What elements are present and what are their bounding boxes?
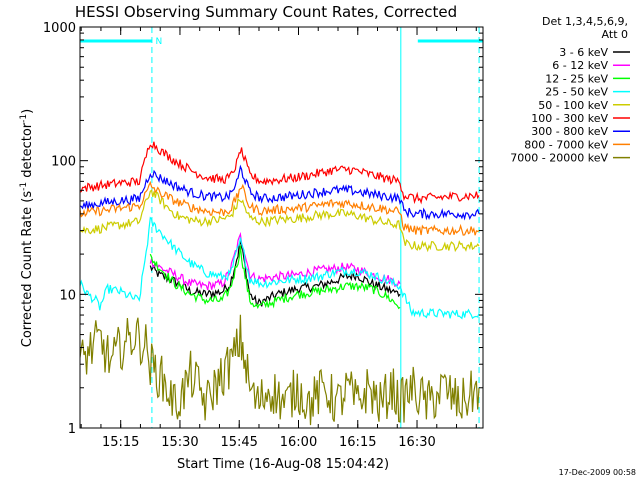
legend-label-5: 100 - 300 keV <box>531 112 608 125</box>
x-tick-label-5: 16:30 <box>398 435 435 450</box>
series-line-8 <box>80 314 480 426</box>
y-tick-label-1: 10 <box>59 288 76 303</box>
legend-label-4: 50 - 100 keV <box>538 99 608 112</box>
chart-title: HESSI Observing Summary Count Rates, Cor… <box>75 3 457 21</box>
x-tick-label-1: 15:30 <box>161 435 198 450</box>
series-layer <box>80 141 480 426</box>
legend-label-8: 7000 - 20000 keV <box>510 152 608 165</box>
y-axis-label-end: ) <box>20 109 35 114</box>
series-line-3 <box>80 216 480 320</box>
saa-label: N <box>155 37 162 47</box>
x-axis: 15:15 15:30 15:45 16:00 16:15 16:30 <box>80 27 477 450</box>
y-axis-label-mid: detector <box>20 122 35 182</box>
x-axis-label: Start Time (16-Aug-08 15:04:42) <box>177 457 389 472</box>
legend-label-2: 12 - 25 keV <box>545 72 608 85</box>
x-tick-label-3: 16:00 <box>280 435 317 450</box>
series-line-2 <box>149 245 401 310</box>
y-tick-label-0: 1 <box>68 422 76 437</box>
y-axis-label-sup1: -1 <box>19 182 29 191</box>
y-axis-label: Corrected Count Rate (s-1 detector-1) <box>19 109 35 347</box>
series-line-0 <box>149 239 401 307</box>
legend-label-0: 3 - 6 keV <box>559 46 608 59</box>
series-line-7 <box>80 180 480 236</box>
series-line-6 <box>80 164 480 221</box>
series-line-1 <box>149 231 401 291</box>
legend-header-line1: Det 1,3,4,5,6,9, <box>542 15 628 28</box>
series-line-5 <box>80 141 480 205</box>
legend-label-6: 300 - 800 keV <box>531 125 608 138</box>
y-axis-label-main: Corrected Count Rate (s <box>20 191 35 348</box>
plot-frame <box>79 26 484 429</box>
legend-label-1: 6 - 12 keV <box>552 59 608 72</box>
footer-date: 17-Dec-2009 00:58 <box>559 468 636 477</box>
legend-label-3: 25 - 50 keV <box>545 86 608 99</box>
x-tick-label-2: 15:45 <box>220 435 257 450</box>
x-tick-label-0: 15:15 <box>102 435 139 450</box>
y-axis-label-sup2: -1 <box>19 114 29 123</box>
night-marker-layer: N <box>80 27 483 428</box>
x-tick-label-4: 16:15 <box>339 435 376 450</box>
legend-header-line2: Att 0 <box>602 28 628 41</box>
y-tick-label-3: 1000 <box>43 21 76 36</box>
y-axis: 1 10 100 1000 <box>43 21 483 437</box>
series-line-4 <box>80 189 480 253</box>
legend-label-7: 800 - 7000 keV <box>524 138 608 151</box>
y-tick-label-2: 100 <box>51 155 76 170</box>
